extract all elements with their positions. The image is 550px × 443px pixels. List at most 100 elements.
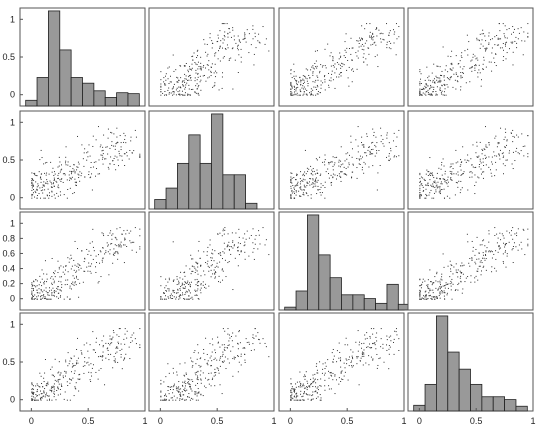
hist-bar <box>127 93 140 107</box>
scatter-point <box>290 398 292 400</box>
scatter-point <box>51 391 53 393</box>
scatter-point <box>464 50 466 52</box>
scatter-point <box>290 172 292 174</box>
scatter-point <box>396 334 398 336</box>
scatter-point <box>244 244 246 246</box>
scatter-point <box>527 245 529 247</box>
scatter-point <box>479 261 481 263</box>
scatter-point <box>466 34 468 36</box>
scatter-point <box>259 243 261 245</box>
scatter-point <box>311 169 313 171</box>
scatter-point <box>301 386 303 388</box>
scatter-point <box>427 279 429 281</box>
scatter-point <box>33 295 35 297</box>
scatter-point <box>124 343 126 345</box>
scatter-point <box>228 59 230 61</box>
scatter-point <box>184 399 186 401</box>
scatter-point <box>514 40 516 42</box>
scatter-point <box>421 185 423 187</box>
scatter-point <box>51 295 53 297</box>
scatter-point <box>42 295 44 297</box>
scatter-point <box>311 395 313 397</box>
scatter-point <box>502 156 504 158</box>
scatter-point <box>167 78 169 80</box>
scatter-point <box>310 178 312 180</box>
scatter-point <box>240 353 242 355</box>
scatter-point <box>228 340 230 342</box>
scatter-point <box>345 33 347 35</box>
scatter-point <box>51 399 53 401</box>
scatter-point <box>69 170 71 172</box>
scatter-point <box>293 388 295 390</box>
scatter-point <box>117 258 119 260</box>
scatter-point <box>485 269 487 271</box>
scatter-point <box>160 379 162 381</box>
scatter-point <box>425 294 427 296</box>
scatter-point <box>358 42 360 44</box>
scatter-point <box>475 65 477 67</box>
scatter-point <box>315 181 317 183</box>
scatter-point <box>250 44 252 46</box>
scatter-point <box>72 275 74 277</box>
scatter-point <box>444 84 446 86</box>
scatter-point <box>41 157 43 159</box>
scatter-point <box>447 179 449 181</box>
scatter-point <box>306 387 308 389</box>
scatter-point <box>389 158 391 160</box>
scatter-point <box>309 184 311 186</box>
scatter-point <box>320 64 322 66</box>
scatter-point <box>32 194 34 196</box>
scatter-point <box>462 173 464 175</box>
scatter-point <box>223 242 225 244</box>
scatter-point <box>200 382 202 384</box>
scatter-point <box>310 69 312 71</box>
scatter-point <box>306 78 308 80</box>
scatter-point <box>163 381 165 383</box>
scatter-point <box>462 72 464 74</box>
scatter-point <box>196 270 198 272</box>
x-tick-label: 0.5 <box>470 416 483 426</box>
scatter-point <box>290 82 292 84</box>
scatter-point <box>460 265 462 267</box>
scatter-point <box>252 336 254 338</box>
scatter-point <box>443 285 445 287</box>
scatter-point <box>184 380 186 382</box>
scatter-point <box>441 90 443 92</box>
scatter-point <box>517 28 519 30</box>
scatter-point <box>179 93 181 95</box>
scatter-point <box>117 347 119 349</box>
scatter-point <box>316 67 318 69</box>
scatter-point <box>168 279 170 281</box>
scatter-point <box>398 26 400 28</box>
scatter-point <box>303 387 305 389</box>
scatter-point <box>521 133 523 135</box>
scatter-point <box>394 155 396 157</box>
scatter-point <box>427 288 429 290</box>
panel-frame-r1-c2 <box>148 7 275 107</box>
scatter-point <box>203 385 205 387</box>
scatter-point <box>35 174 37 176</box>
scatter-point <box>346 69 348 71</box>
scatter-point <box>368 47 370 49</box>
scatter-point <box>352 163 354 165</box>
scatter-point <box>495 258 497 260</box>
scatter-point <box>167 386 169 388</box>
scatter-point <box>91 367 93 369</box>
scatter-point <box>120 356 122 358</box>
scatter-point <box>330 77 332 79</box>
scatter-point <box>192 298 194 300</box>
scatter-point <box>248 237 250 239</box>
scatter-point <box>382 138 384 140</box>
scatter-point <box>39 296 41 298</box>
scatter-point <box>75 184 77 186</box>
scatter-point <box>102 355 104 357</box>
scatter-point <box>356 68 358 70</box>
scatter-point <box>358 163 360 165</box>
scatter-point <box>310 399 312 401</box>
scatter-point <box>227 333 229 335</box>
scatter-point <box>388 155 390 157</box>
scatter-point <box>496 242 498 244</box>
scatter-point <box>39 197 41 199</box>
scatter-point <box>291 172 293 174</box>
